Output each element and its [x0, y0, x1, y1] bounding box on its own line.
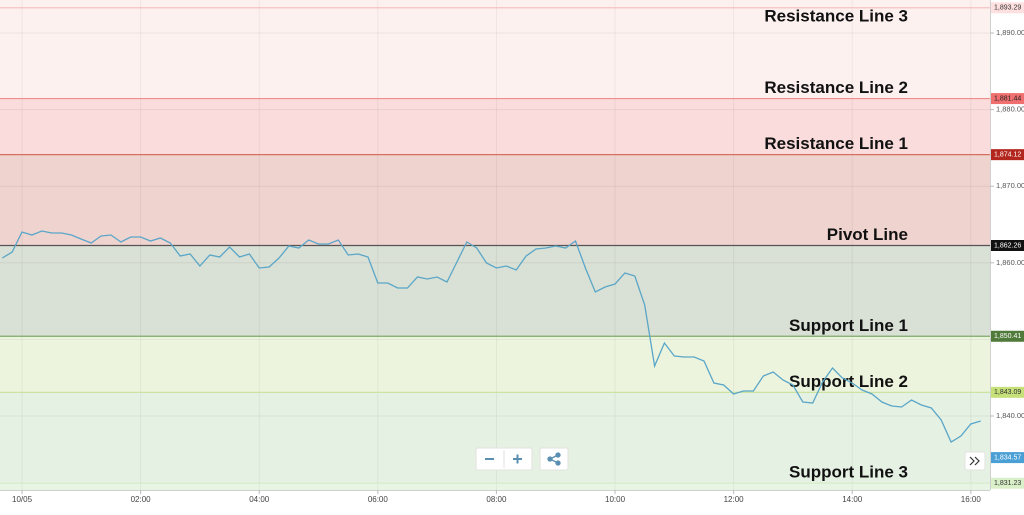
level-band — [0, 245, 990, 337]
x-tick-label: 08:00 — [486, 495, 507, 504]
level-tag — [991, 2, 1024, 14]
levels: Resistance Line 3 Resistance Line 2 Resist… — [0, 6, 990, 484]
x-tick-label: 06:00 — [368, 495, 389, 504]
x-tick-label: 04:00 — [249, 495, 270, 504]
level-tag — [991, 330, 1024, 342]
level-name: Support Line 1 — [789, 316, 908, 335]
x-tick-label: 10/05 — [12, 495, 33, 504]
axes: 1,840.001,850.001,860.001,870.001,880.00… — [12, 2, 1024, 504]
scroll-right-button[interactable] — [964, 451, 986, 471]
level-tag-label: 1,831.23 — [994, 480, 1021, 487]
level-name: Support Line 3 — [789, 463, 908, 482]
level-tag — [991, 149, 1024, 161]
level-tag — [991, 386, 1024, 398]
level-tag — [991, 93, 1024, 105]
level-band — [0, 0, 990, 99]
x-tick-label: 02:00 — [131, 495, 152, 504]
x-tick-label: 10:00 — [605, 495, 626, 504]
level-tag — [991, 477, 1024, 489]
scroll-right-icon — [969, 456, 980, 466]
level-name: Resistance Line 3 — [764, 6, 908, 25]
level-tag-label: 1,893.29 — [994, 5, 1021, 12]
x-tick-label: 12:00 — [724, 495, 745, 504]
y-axis-panel — [990, 0, 1024, 510]
price-line — [1, 230, 981, 443]
level-name: Pivot Line — [827, 225, 908, 244]
level-tag-label: 1,874.12 — [994, 151, 1021, 158]
y-tick-label: 1,870.00 — [996, 181, 1024, 190]
bands — [0, 0, 990, 490]
level-tag-label: 1,881.44 — [994, 95, 1021, 102]
last-price-tag — [991, 452, 1024, 464]
x-tick-label: 14:00 — [842, 495, 863, 504]
x-tick-label: 16:00 — [961, 495, 982, 504]
level-band — [0, 98, 990, 155]
level-band — [0, 483, 990, 490]
level-name: Resistance Line 1 — [764, 134, 908, 153]
level-tag-label: 1,850.41 — [994, 333, 1021, 340]
y-tick-label: 1,860.00 — [996, 258, 1024, 267]
share-icon — [547, 452, 561, 466]
level-tag — [991, 239, 1024, 251]
zoom-controls — [475, 447, 986, 471]
level-tag-label: 1,862.26 — [994, 242, 1021, 249]
y-tick-label: 1,890.00 — [996, 28, 1024, 37]
level-name: Resistance Line 2 — [764, 78, 908, 97]
level-tag-label: 1,843.09 — [994, 389, 1021, 396]
plot — [1, 230, 981, 443]
y-tick-label: 1,840.00 — [996, 411, 1024, 420]
share-button[interactable] — [539, 447, 569, 471]
y-tick-label: 1,880.00 — [996, 105, 1024, 114]
level-band — [0, 336, 990, 393]
last-price-label: 1,834.57 — [994, 454, 1021, 461]
level-band — [0, 154, 990, 246]
